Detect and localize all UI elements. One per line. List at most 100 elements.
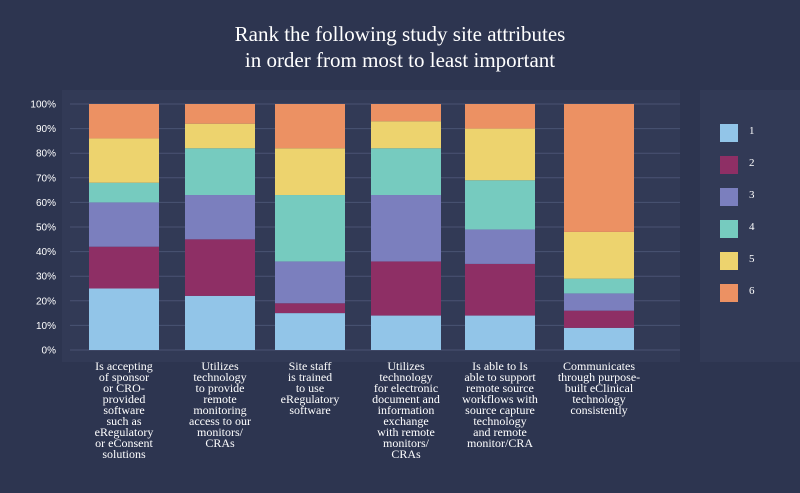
x-category-label: Utilizes technology for electronic document… <box>362 359 450 461</box>
legend-swatch <box>720 252 738 270</box>
x-category-label: Is accepting of sponsor or CRO-provided sof… <box>80 359 168 461</box>
bar-segment <box>89 182 159 203</box>
x-category-label-line: software <box>103 403 145 417</box>
x-category-label-line: eRegulatory <box>280 392 340 406</box>
x-category-label-line: solutions <box>102 447 146 461</box>
x-category-label-line: workflows with <box>462 392 538 406</box>
bar-segment <box>564 310 634 328</box>
y-tick-label: 70% <box>36 173 56 184</box>
x-category-label-line: to provide <box>195 381 245 395</box>
x-category-label: Utilizes technology to provide remote monito… <box>176 359 264 450</box>
x-category-label-line: access to our <box>189 414 251 428</box>
bar-segment <box>185 104 255 124</box>
x-category-label-line: Is accepting <box>95 359 153 373</box>
bar-segment <box>564 278 634 294</box>
bar-segment <box>275 261 345 304</box>
x-category-label-line: Is able to Is <box>472 359 528 373</box>
bar-segment <box>564 293 634 311</box>
bar-segment <box>465 229 535 264</box>
legend-label: 5 <box>749 253 755 265</box>
x-category-label-line: CRAs <box>391 447 421 461</box>
legend-label: 3 <box>749 189 755 201</box>
bar-segment <box>89 138 159 183</box>
bar-segment <box>465 263 535 316</box>
legend-label: 4 <box>749 221 755 233</box>
bar-segment <box>89 202 159 247</box>
chart-title-line-2: in order from most to least important <box>244 48 556 72</box>
x-category-label-line: information <box>377 403 435 417</box>
bar-segment <box>185 123 255 149</box>
chart-title-line-1: Rank the following study site attributes <box>234 22 566 46</box>
y-tick-label: 0% <box>42 346 57 357</box>
x-category-label-line: monitor/CRA <box>466 436 533 450</box>
bar-segment <box>465 128 535 181</box>
x-category-label: Communicates through purpose-built eClini… <box>555 360 643 417</box>
bar-segment <box>185 239 255 296</box>
y-tick-label: 100% <box>30 100 56 111</box>
legend-swatch <box>720 156 738 174</box>
x-category-label-line: Site staff <box>288 359 332 373</box>
bar-segment <box>371 121 441 149</box>
x-category-label-line: for electronic <box>373 381 439 395</box>
x-category-label-line: through purpose- <box>557 370 641 384</box>
x-category-label-line: is trained <box>287 370 333 384</box>
bar-segment <box>371 195 441 262</box>
x-category-label-line: technology <box>379 370 433 384</box>
x-category-label-line: document and <box>372 392 440 406</box>
x-category-label-line: monitors/ <box>382 436 429 450</box>
bar-segment <box>371 148 441 196</box>
legend-swatch <box>720 284 738 302</box>
x-category-label-line: or eConsent <box>95 436 153 450</box>
bar-segment <box>371 315 441 350</box>
legend-area <box>700 90 800 362</box>
x-category-label-line: consistently <box>570 403 628 417</box>
legend-label: 1 <box>749 125 755 137</box>
y-tick-label: 20% <box>36 296 56 307</box>
x-category-label-line: and remote <box>473 425 527 439</box>
bar-segment <box>371 261 441 316</box>
bar-segment <box>371 104 441 122</box>
y-tick-label: 90% <box>36 124 56 135</box>
x-category-label-line: monitors/ <box>196 425 243 439</box>
bar-segment <box>564 327 634 350</box>
x-category-label-line: software <box>289 403 331 417</box>
x-category-label-line: technology <box>193 370 247 384</box>
x-category-label-line: exchange <box>383 414 429 428</box>
x-category-label-line: able to support <box>464 370 536 384</box>
x-category-label: Site staff is trained to use eRegulatory sof… <box>266 359 354 417</box>
x-category-label-line: or CRO- <box>103 381 145 395</box>
legend-swatch <box>720 220 738 238</box>
bar-segment <box>89 246 159 289</box>
legend-label: 2 <box>749 157 755 169</box>
x-category-label-line: monitoring <box>193 403 247 417</box>
legend-label: 6 <box>749 285 755 297</box>
bar-segment <box>275 313 345 350</box>
x-category-label-line: CRAs <box>205 436 235 450</box>
bar-segment <box>275 303 345 314</box>
x-category-label-line: remote source <box>466 381 534 395</box>
legend-swatch <box>720 188 738 206</box>
x-category-label-line: Utilizes <box>201 359 239 373</box>
x-category-label-line: provided <box>102 392 146 406</box>
x-category-label-line: technology <box>572 392 626 406</box>
bar-segment <box>89 288 159 350</box>
x-category-label-line: technology <box>473 414 527 428</box>
x-category-label-line: with remote <box>377 425 435 439</box>
y-tick-label: 10% <box>36 321 56 332</box>
bar-segment <box>185 295 255 350</box>
legend-swatch <box>720 124 738 142</box>
x-category-label-line: such as <box>106 414 142 428</box>
bar-segment <box>185 195 255 240</box>
bar-segment <box>465 180 535 230</box>
bar-segment <box>275 104 345 149</box>
y-tick-label: 50% <box>36 223 56 234</box>
x-category-label-line: eRegulatory <box>94 425 154 439</box>
bar-segment <box>275 148 345 196</box>
x-category-label-line: Utilizes <box>387 359 425 373</box>
bar-segment <box>465 315 535 350</box>
y-tick-label: 80% <box>36 149 56 160</box>
x-category-label-line: remote <box>203 392 237 406</box>
bar-segment <box>465 104 535 129</box>
